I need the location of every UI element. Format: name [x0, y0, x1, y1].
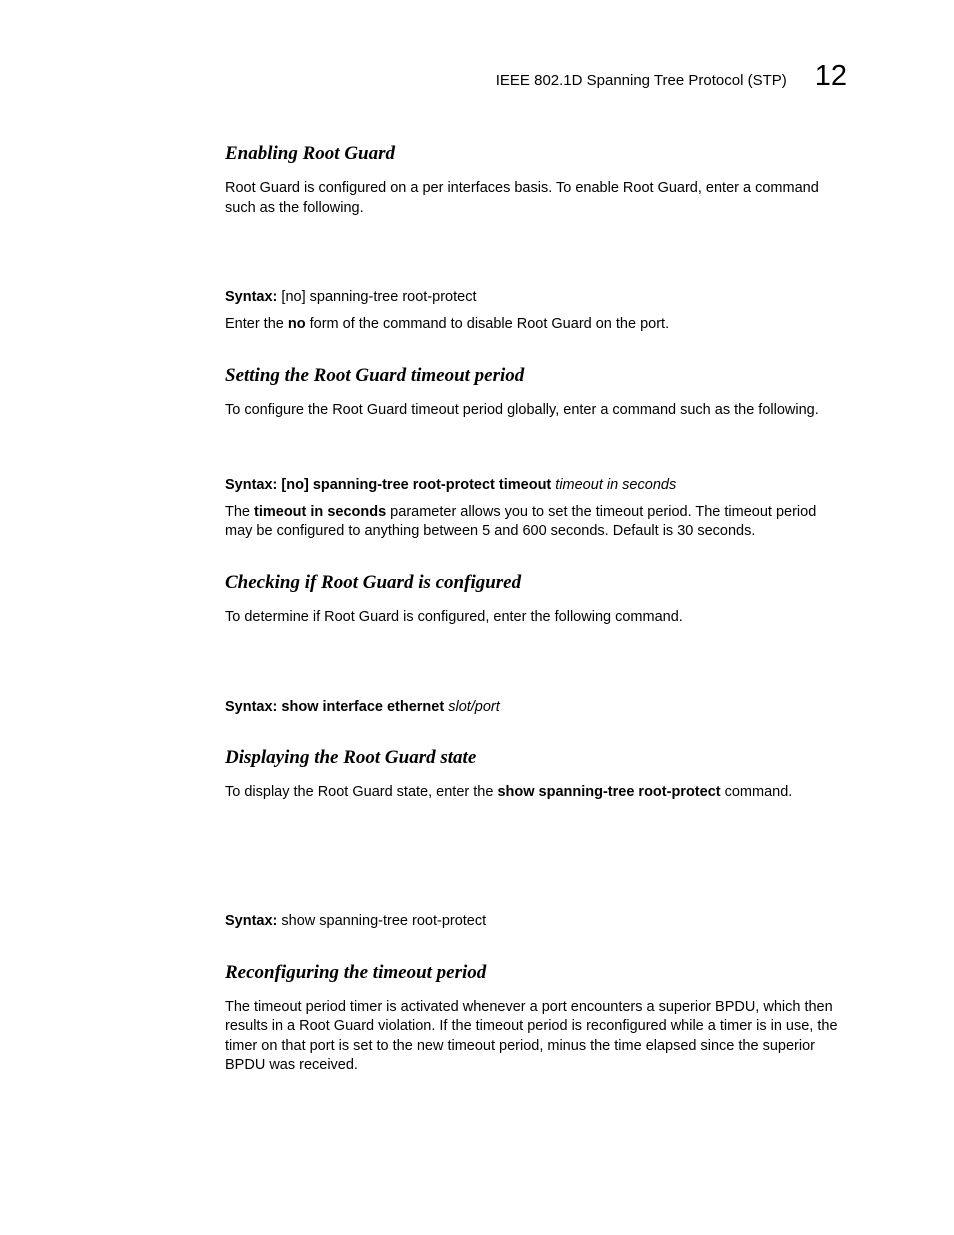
section-checking-configured: Checking if Root Guard is configured To …	[225, 572, 847, 717]
syntax-line: Syntax: [no] spanning-tree root-protect	[225, 287, 847, 307]
header-title: IEEE 802.1D Spanning Tree Protocol (STP)	[496, 72, 787, 89]
section-reconfiguring-timeout: Reconfiguring the timeout period The tim…	[225, 962, 847, 1076]
syntax-line: Syntax: show interface ethernet slot/por…	[225, 697, 847, 717]
syntax-italic-part: timeout in seconds	[551, 477, 676, 493]
page-header: IEEE 802.1D Spanning Tree Protocol (STP)…	[225, 60, 847, 93]
syntax-line: Syntax: show spanning-tree root-protect	[225, 911, 847, 931]
section-displaying-state: Displaying the Root Guard state To displ…	[225, 747, 847, 932]
section-intro: To determine if Root Guard is configured…	[225, 608, 847, 628]
syntax-label: Syntax:	[225, 477, 277, 493]
syntax-text: [no] spanning-tree root-protect	[281, 289, 476, 305]
chapter-number: 12	[815, 60, 847, 93]
section-note: The timeout in seconds parameter allows …	[225, 503, 847, 542]
syntax-label: Syntax:	[225, 699, 277, 715]
section-note: Enter the no form of the command to disa…	[225, 315, 847, 335]
syntax-text: show spanning-tree root-protect	[281, 913, 486, 929]
syntax-label: Syntax:	[225, 913, 277, 929]
syntax-bold-part: [no] spanning-tree root-protect timeout	[281, 477, 551, 493]
section-intro: Root Guard is configured on a per interf…	[225, 179, 847, 218]
syntax-bold-part: show interface ethernet	[281, 699, 444, 715]
document-page: IEEE 802.1D Spanning Tree Protocol (STP)…	[0, 0, 954, 1146]
spacer	[225, 816, 847, 911]
section-enabling-root-guard: Enabling Root Guard Root Guard is config…	[225, 143, 847, 335]
syntax-line: Syntax: [no] spanning-tree root-protect …	[225, 475, 847, 495]
spacer	[225, 642, 847, 697]
section-intro: The timeout period timer is activated wh…	[225, 998, 847, 1076]
section-heading: Displaying the Root Guard state	[225, 747, 847, 769]
spacer	[225, 232, 847, 287]
section-heading: Enabling Root Guard	[225, 143, 847, 165]
section-heading: Checking if Root Guard is configured	[225, 572, 847, 594]
section-heading: Setting the Root Guard timeout period	[225, 365, 847, 387]
section-setting-timeout: Setting the Root Guard timeout period To…	[225, 365, 847, 542]
syntax-label: Syntax:	[225, 289, 277, 305]
section-intro: To display the Root Guard state, enter t…	[225, 783, 847, 803]
section-intro: To configure the Root Guard timeout peri…	[225, 401, 847, 421]
section-heading: Reconfiguring the timeout period	[225, 962, 847, 984]
spacer	[225, 435, 847, 475]
syntax-italic-part: slot/port	[444, 699, 500, 715]
